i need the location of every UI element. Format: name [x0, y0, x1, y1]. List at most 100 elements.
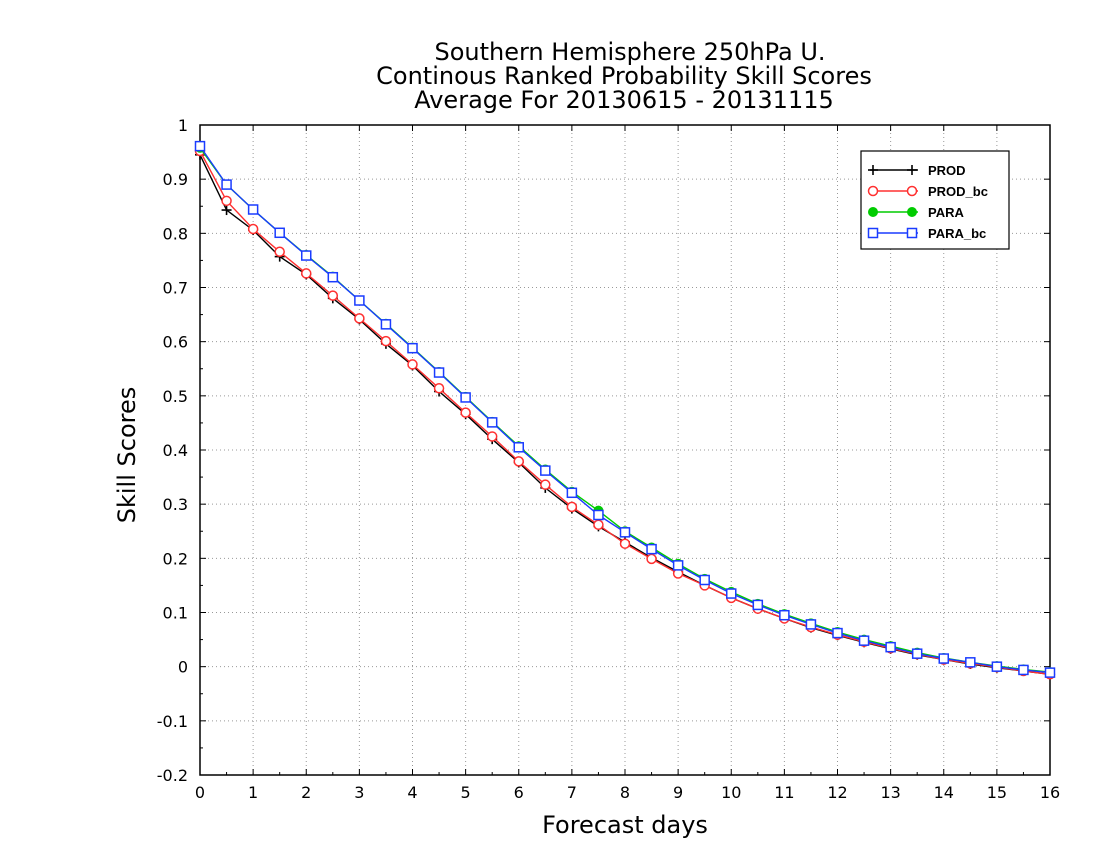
- title-line-2: Continous Ranked Probability Skill Score…: [376, 62, 872, 90]
- data-point-circle: [460, 407, 471, 418]
- x-tick-label: 7: [567, 783, 577, 802]
- legend-label: PROD_bc: [928, 184, 988, 199]
- data-point-circle: [380, 335, 392, 347]
- data-point-plus: [868, 165, 878, 175]
- data-point-square: [380, 319, 392, 330]
- data-point-square: [805, 619, 817, 630]
- x-tick-label: 13: [880, 783, 900, 802]
- legend-label: PARA: [928, 205, 964, 220]
- data-point-circle: [646, 553, 657, 565]
- data-point-square: [460, 392, 471, 403]
- data-point-dot: [907, 207, 917, 217]
- data-point-square: [832, 627, 843, 639]
- legend-item-prod-bc: PROD_bc: [867, 184, 988, 199]
- data-point-circle: [221, 195, 232, 207]
- y-axis-label: Skill Scores: [113, 387, 141, 524]
- data-point-square: [619, 527, 631, 538]
- y-tick-label: -0.1: [157, 712, 188, 731]
- y-tick-label: 0.9: [163, 170, 188, 189]
- y-tick-label: 0.7: [163, 279, 188, 298]
- x-tick-label: 5: [461, 783, 471, 802]
- y-tick-label: 0.6: [163, 333, 188, 352]
- x-tick-label: 11: [774, 783, 794, 802]
- data-point-square: [247, 204, 259, 215]
- data-point-circle: [593, 519, 604, 530]
- data-point-circle: [566, 501, 578, 513]
- legend-label: PARA_bc: [928, 226, 986, 241]
- data-point-square: [274, 227, 285, 239]
- x-axis-label: Forecast days: [542, 811, 708, 839]
- y-tick-label: 0.5: [163, 387, 188, 406]
- data-point-square: [646, 543, 657, 555]
- data-point-circle: [619, 538, 631, 549]
- data-point-square: [566, 487, 578, 499]
- data-point-circle: [867, 185, 879, 197]
- data-point-square: [699, 574, 710, 586]
- x-tick-label: 1: [248, 783, 258, 802]
- data-point-square: [593, 509, 604, 521]
- series-para-bc: [194, 140, 1056, 678]
- y-tick-label: 0.8: [163, 224, 188, 243]
- data-point-square: [965, 657, 976, 668]
- data-point-square: [354, 295, 365, 306]
- data-point-square: [433, 367, 445, 378]
- data-point-square: [858, 635, 870, 646]
- data-point-square: [486, 417, 498, 428]
- data-point-circle: [486, 431, 498, 442]
- y-tick-label: -0.2: [157, 766, 188, 785]
- x-tick-label: 0: [195, 783, 205, 802]
- y-tick-label: 0: [178, 658, 188, 677]
- title-line-3: Average For 20130615 - 20131115: [414, 86, 834, 114]
- data-point-circle: [513, 456, 524, 467]
- data-point-square: [938, 653, 949, 664]
- data-point-square: [911, 648, 923, 659]
- data-point-square: [194, 140, 206, 152]
- title-line-1: Southern Hemisphere 250hPa U.: [434, 38, 825, 66]
- data-point-square: [327, 271, 339, 283]
- data-point-square: [1044, 667, 1056, 678]
- data-point-square: [906, 227, 918, 239]
- data-point-square: [540, 465, 551, 476]
- data-point-plus: [907, 165, 917, 175]
- x-tick-label: 15: [987, 783, 1007, 802]
- data-point-square: [726, 588, 737, 599]
- x-tick-label: 2: [301, 783, 311, 802]
- x-tick-label: 12: [827, 783, 847, 802]
- legend: PROD PROD_bc PARA PARA_bc: [860, 150, 1010, 250]
- data-point-square: [867, 227, 879, 239]
- y-tick-label: 0.2: [163, 549, 188, 568]
- data-point-square: [221, 179, 232, 190]
- y-tick-label: 0.1: [163, 604, 188, 623]
- legend-item-para-bc: PARA_bc: [867, 226, 986, 241]
- legend-item-para: PARA: [868, 205, 964, 220]
- data-point-square: [752, 599, 764, 611]
- x-tick-label: 9: [673, 783, 683, 802]
- data-point-plus: [221, 205, 232, 216]
- x-tick-label: 4: [407, 783, 417, 802]
- data-point-circle: [540, 479, 551, 490]
- data-point-circle: [433, 383, 445, 394]
- data-point-square: [885, 641, 896, 653]
- legend-items: PROD PROD_bc PARA PARA_bc: [867, 163, 988, 241]
- x-tick-label: 10: [721, 783, 741, 802]
- y-tick-label: 0.3: [163, 495, 188, 514]
- data-point-square: [407, 342, 418, 354]
- x-tick-label: 14: [934, 783, 954, 802]
- data-point-circle: [906, 185, 918, 197]
- data-point-square: [301, 250, 312, 261]
- data-point-square: [672, 560, 684, 571]
- data-point-circle: [354, 313, 365, 324]
- x-tick-label: 6: [514, 783, 524, 802]
- data-point-circle: [407, 359, 418, 370]
- data-point-circle: [274, 246, 285, 257]
- data-point-circle: [301, 268, 312, 279]
- y-axis-ticks: -0.2 -0.1 0 0.1 0.2 0.3 0.4 0.5 0.6 0.7 0.8 0.9 1: [157, 116, 1050, 785]
- data-point-square: [1018, 664, 1029, 676]
- x-tick-label: 16: [1040, 783, 1060, 802]
- chart-title: Southern Hemisphere 250hPa U. Continous …: [376, 38, 872, 114]
- data-point-circle: [247, 223, 259, 235]
- data-point-dot: [868, 207, 878, 217]
- legend-item-prod: PROD: [868, 163, 966, 178]
- y-tick-label: 0.4: [163, 441, 188, 460]
